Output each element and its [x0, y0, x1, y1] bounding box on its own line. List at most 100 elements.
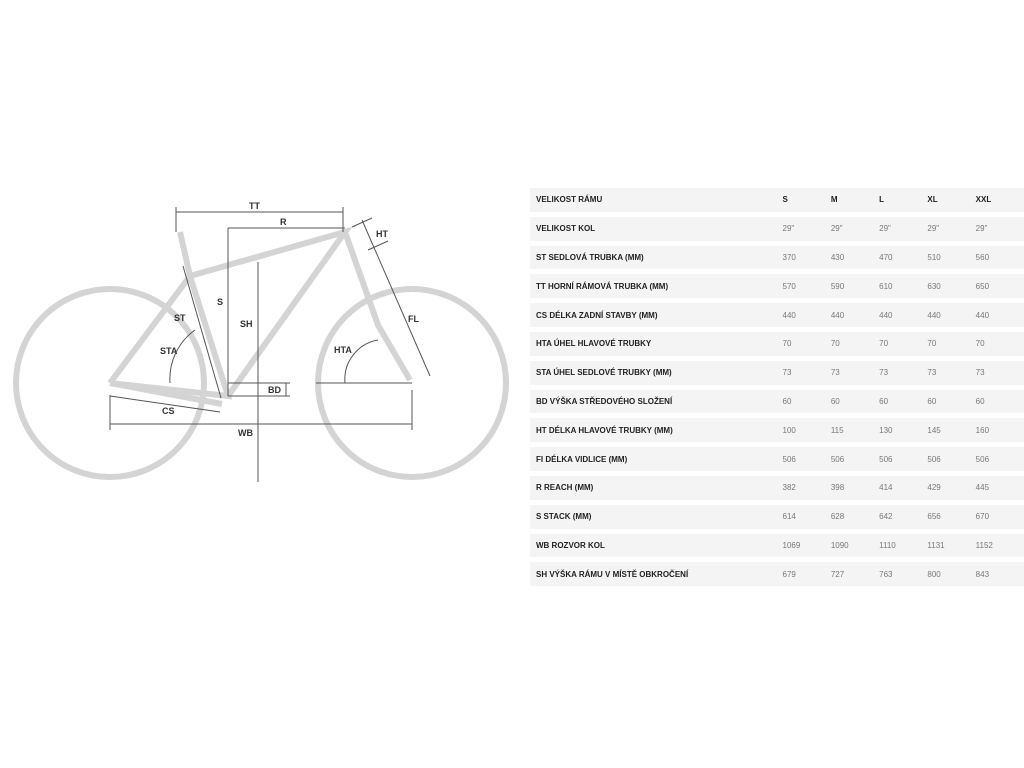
row-label: SH VÝŠKA RÁMU V MÍSTĚ OBKROČENÍ	[530, 562, 783, 587]
row-value: 506	[975, 447, 1024, 471]
row-value: 370	[782, 245, 831, 270]
row-value: 642	[879, 504, 928, 529]
row-value: 1090	[830, 533, 880, 558]
table-header-row: VELIKOST RÁMU S M L XL XXL	[530, 188, 1024, 212]
rear-wheel	[13, 286, 207, 480]
row-label: S STACK (MM)	[530, 504, 783, 529]
row-value: 73	[782, 360, 831, 385]
label-bd: BD	[268, 385, 281, 395]
label-sh: SH	[240, 319, 253, 329]
row-value: 60	[782, 389, 831, 414]
row-value: 73	[879, 360, 928, 385]
row-value: 628	[830, 504, 880, 529]
row-value: 440	[879, 303, 928, 327]
row-label: CS DÉLKA ZADNÍ STAVBY (MM)	[530, 303, 783, 327]
row-value: 70	[830, 331, 880, 356]
row-label: WB ROZVOR KOL	[530, 533, 783, 558]
row-value: 506	[879, 447, 928, 471]
row-value: 440	[830, 303, 880, 327]
row-value: 506	[927, 447, 976, 471]
table-row: R REACH (MM) 382 398 414 429 445	[530, 475, 1024, 500]
row-value: 73	[830, 360, 880, 385]
table-row: TT HORNÍ RÁMOVÁ TRUBKA (MM) 570 590 610 630 6…	[530, 274, 1024, 299]
row-value: 843	[975, 562, 1024, 587]
row-value: 506	[782, 447, 831, 471]
table-row: S STACK (MM) 614 628 642 656 670	[530, 504, 1024, 529]
row-value: 1131	[927, 533, 976, 558]
row-value: 440	[975, 303, 1024, 327]
table-row: FI DÉLKA VIDLICE (MM) 506 506 506 506 506	[530, 447, 1024, 471]
table-row: CS DÉLKA ZADNÍ STAVBY (MM) 440 440 440 440 44…	[530, 303, 1024, 327]
header-label: VELIKOST RÁMU	[530, 188, 783, 212]
row-value: 670	[975, 504, 1024, 529]
row-value: 614	[782, 504, 831, 529]
row-value: 29"	[879, 216, 928, 241]
row-value: 510	[927, 245, 976, 270]
row-value: 1110	[879, 533, 928, 558]
row-value: 679	[782, 562, 831, 587]
row-label: R REACH (MM)	[530, 475, 783, 500]
row-label: BD VÝŠKA STŘEDOVÉHO SLOŽENÍ	[530, 389, 783, 414]
row-value: 70	[879, 331, 928, 356]
bike-frame	[13, 226, 509, 480]
table-row: ST SEDLOVÁ TRUBKA (MM) 370 430 470 510 560	[530, 245, 1024, 270]
row-value: 560	[975, 245, 1024, 270]
row-value: 630	[927, 274, 976, 299]
label-r: R	[280, 217, 287, 227]
table-row: SH VÝŠKA RÁMU V MÍSTĚ OBKROČENÍ 679 727 763…	[530, 562, 1024, 587]
header-size: XXL	[975, 188, 1024, 212]
bike-geometry-diagram: TT R HT S SH ST STA FL HTA BD CS WB	[13, 201, 509, 482]
row-value: 382	[782, 475, 831, 500]
row-value: 70	[782, 331, 831, 356]
row-label: HTA ÚHEL HLAVOVÉ TRUBKY	[530, 331, 783, 356]
row-value: 650	[975, 274, 1024, 299]
table-row: VELIKOST KOL 29" 29" 29" 29" 29"	[530, 216, 1024, 241]
row-value: 115	[830, 418, 880, 443]
row-value: 70	[975, 331, 1024, 356]
row-value: 145	[927, 418, 976, 443]
geometry-table: VELIKOST RÁMU S M L XL XXL VELIKOST KOL 29" 29" 2…	[530, 183, 1024, 591]
row-value: 70	[927, 331, 976, 356]
row-value: 470	[879, 245, 928, 270]
row-value: 414	[879, 475, 928, 500]
row-value: 160	[975, 418, 1024, 443]
label-sta: STA	[160, 346, 178, 356]
row-value: 60	[830, 389, 880, 414]
row-value: 656	[927, 504, 976, 529]
label-st: ST	[174, 313, 186, 323]
label-wb: WB	[238, 428, 253, 438]
dimension-lines	[109, 207, 431, 482]
header-size: M	[830, 188, 880, 212]
table-row: HTA ÚHEL HLAVOVÉ TRUBKY 70 70 70 70 70	[530, 331, 1024, 356]
row-value: 1152	[975, 533, 1024, 558]
header-size: S	[782, 188, 831, 212]
row-label: VELIKOST KOL	[530, 216, 783, 241]
row-value: 130	[879, 418, 928, 443]
label-tt: TT	[249, 201, 260, 211]
row-value: 440	[927, 303, 976, 327]
row-value: 73	[975, 360, 1024, 385]
row-value: 29"	[830, 216, 880, 241]
row-value: 100	[782, 418, 831, 443]
row-value: 1069	[782, 533, 831, 558]
table-row: HT DÉLKA HLAVOVÉ TRUBKY (MM) 100 115 130 145…	[530, 418, 1024, 443]
row-value: 430	[830, 245, 880, 270]
label-s: S	[217, 297, 223, 307]
row-value: 73	[927, 360, 976, 385]
row-value: 60	[975, 389, 1024, 414]
table-row: WB ROZVOR KOL 1069 1090 1110 1131 1152	[530, 533, 1024, 558]
row-label: STA ÚHEL SEDLOVÉ TRUBKY (MM)	[530, 360, 783, 385]
label-ht: HT	[376, 229, 388, 239]
row-value: 800	[927, 562, 976, 587]
row-value: 440	[782, 303, 831, 327]
table-row: BD VÝŠKA STŘEDOVÉHO SLOŽENÍ 60 60 60 60 60	[530, 389, 1024, 414]
row-label: FI DÉLKA VIDLICE (MM)	[530, 447, 783, 471]
row-value: 727	[830, 562, 880, 587]
row-value: 590	[830, 274, 880, 299]
row-label: TT HORNÍ RÁMOVÁ TRUBKA (MM)	[530, 274, 783, 299]
row-value: 60	[879, 389, 928, 414]
row-value: 398	[830, 475, 880, 500]
row-value: 570	[782, 274, 831, 299]
row-value: 445	[975, 475, 1024, 500]
row-value: 506	[830, 447, 880, 471]
